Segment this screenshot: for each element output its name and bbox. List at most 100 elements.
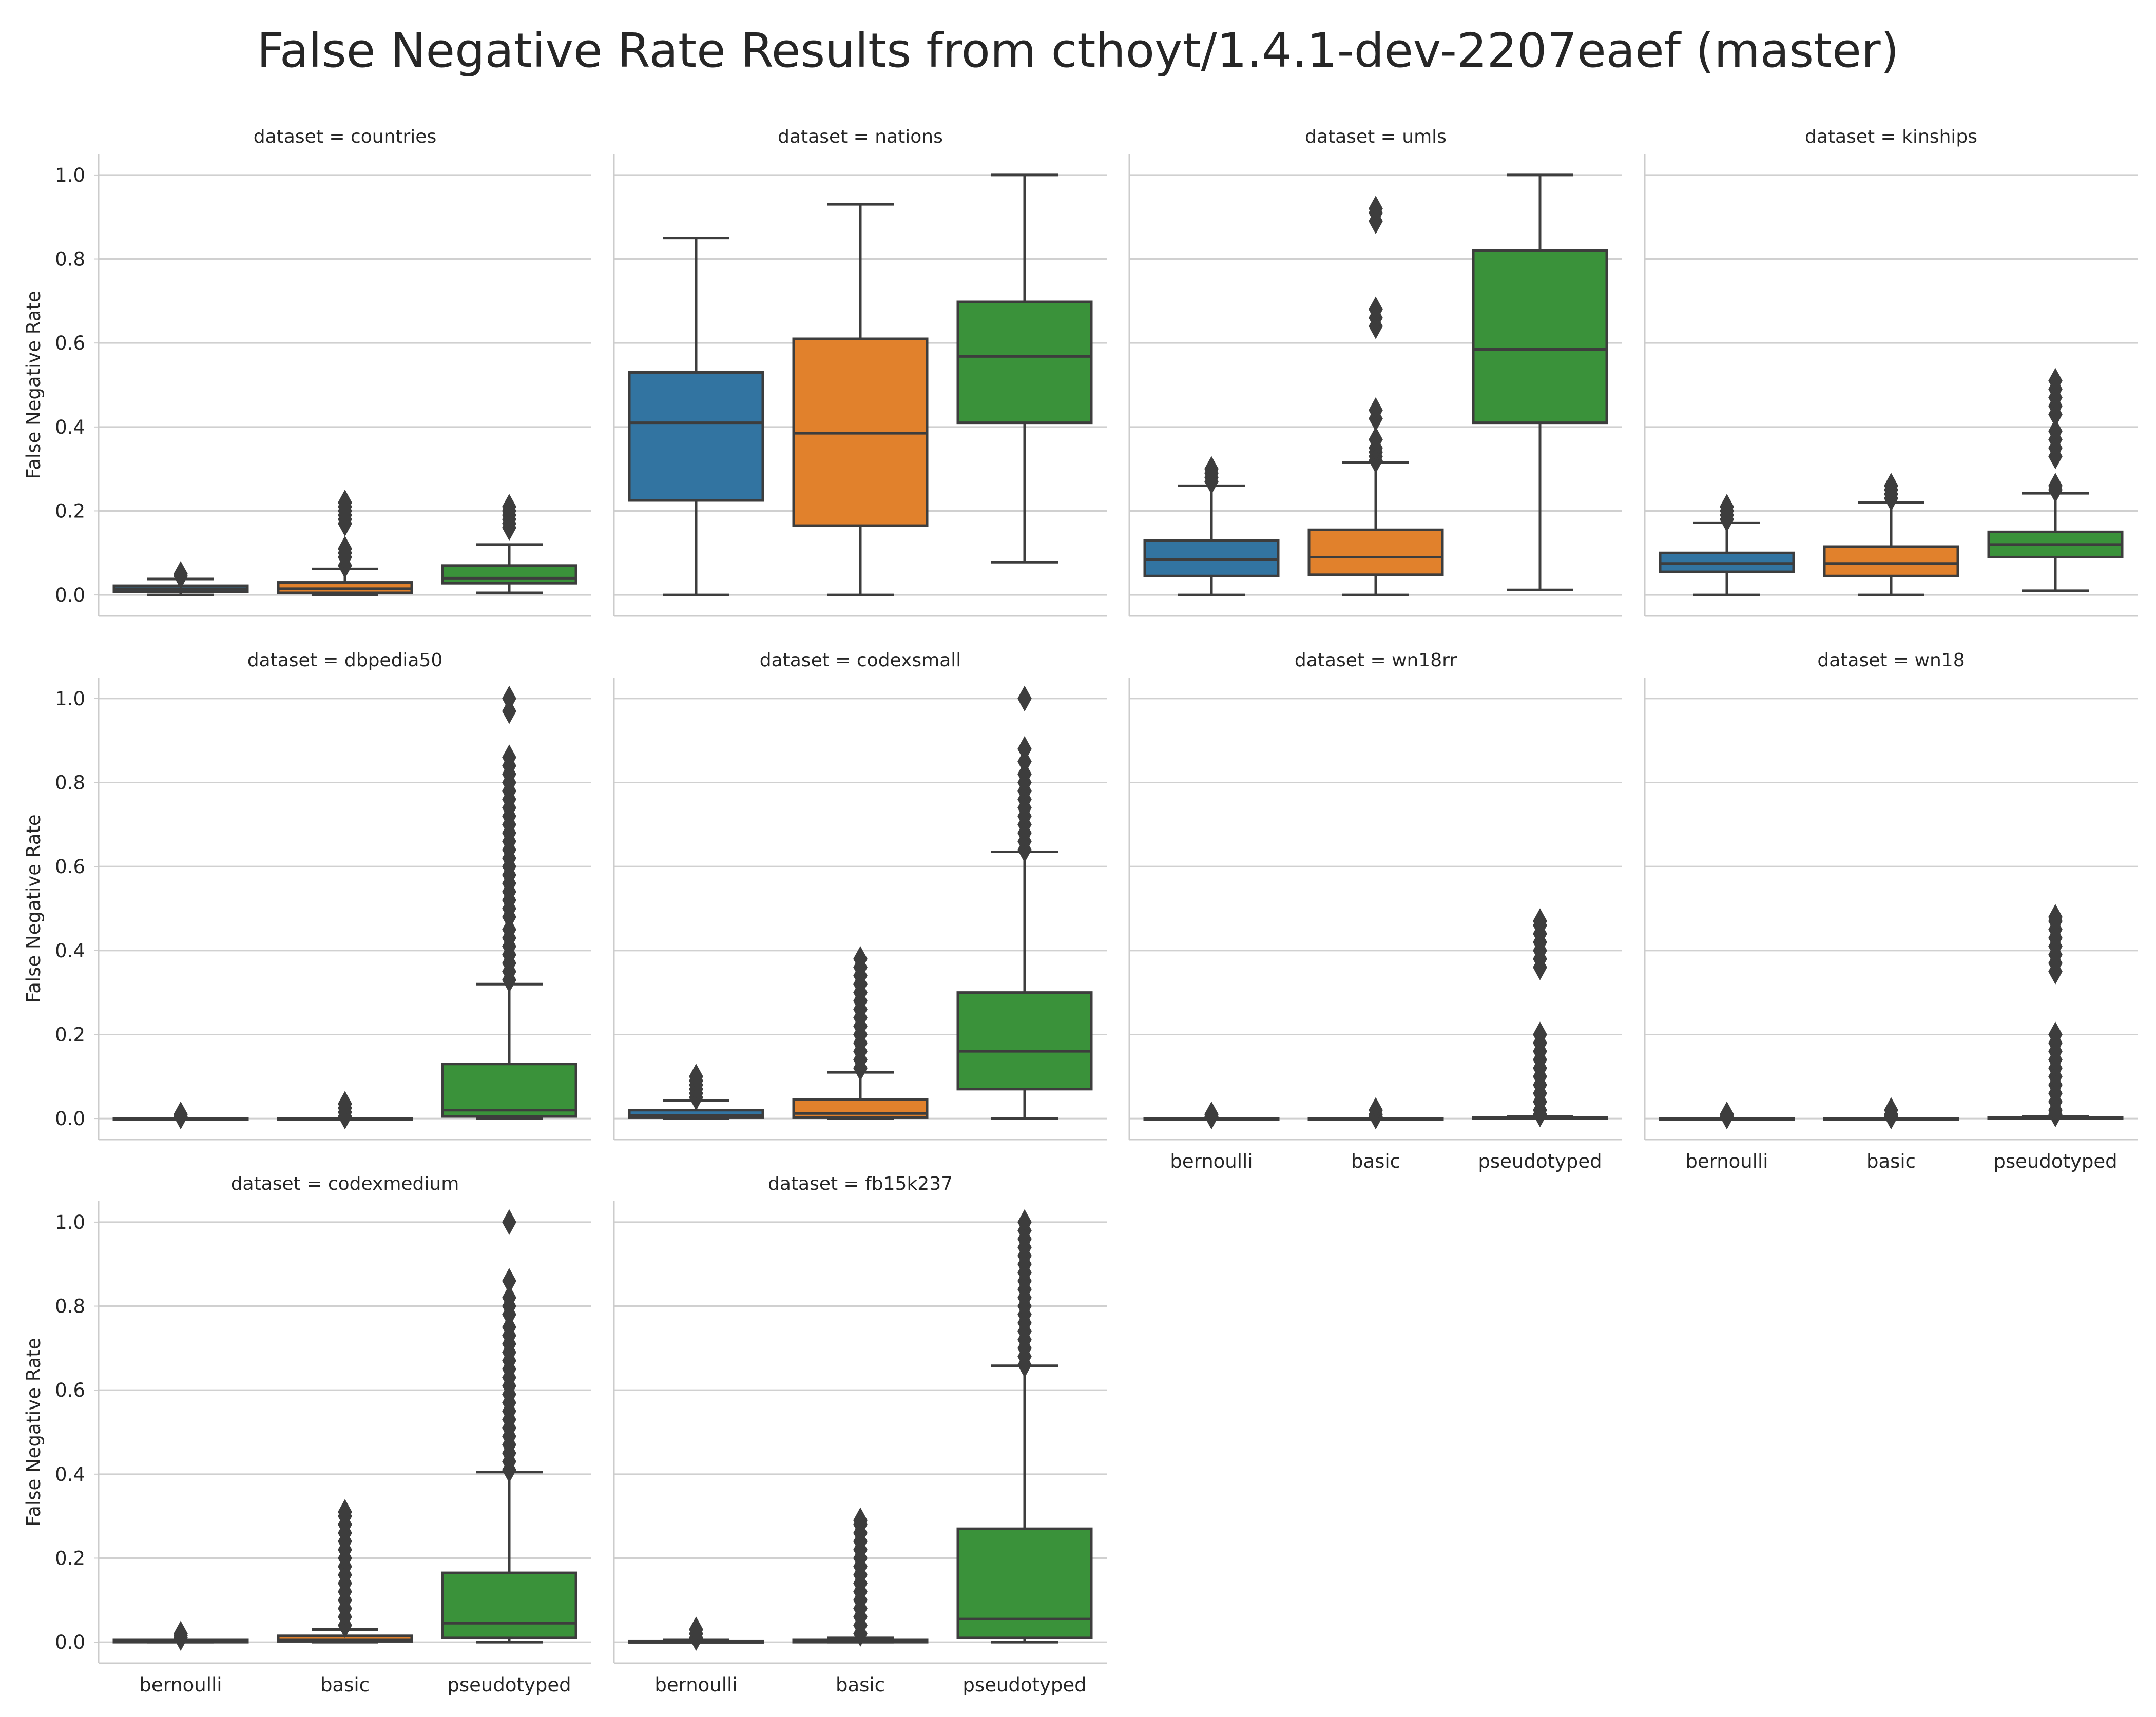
box-bernoulli (628, 1616, 764, 1651)
box-pseudotyped (1472, 173, 1608, 591)
panel-title: dataset = codexmedium (231, 1173, 459, 1194)
outlier-point (1533, 908, 1547, 934)
iqr-box (792, 1098, 929, 1119)
panel-title: dataset = codexsmall (760, 650, 961, 671)
outlier-point (338, 1091, 352, 1117)
panel-kinships: dataset = kinships (1644, 126, 2138, 617)
outlier-point (689, 1064, 703, 1090)
x-tick-label: bernoulli (139, 1674, 222, 1696)
panel-wn18rr: dataset = wn18rr bernoulli basic pseudotype… (1128, 650, 1622, 1172)
y-tick-label: 0.2 (55, 500, 85, 522)
box-pseudotyped (1987, 368, 2124, 592)
panel-title: dataset = kinships (1805, 126, 1977, 147)
outlier-point (1884, 473, 1898, 499)
outlier-point (1204, 456, 1219, 482)
y-tick-label: 0.2 (55, 1024, 85, 1046)
panel-codexsmall: dataset = codexsmall (613, 650, 1107, 1141)
facet-grid: dataset = countries 0.0 0.2 0.4 0.6 0.8 1.0 Fal… (23, 126, 2138, 1696)
box-basic (792, 1507, 929, 1647)
box-bernoulli (112, 1620, 249, 1651)
outlier-point (2048, 473, 2063, 499)
outlier-point (1884, 1097, 1898, 1123)
y-tick-label: 0.8 (55, 1296, 85, 1318)
box-pseudotyped (441, 494, 578, 594)
outlier-point (1369, 1097, 1383, 1123)
box-basic (1823, 1097, 1959, 1130)
x-tick-label: bernoulli (1685, 1150, 1768, 1172)
outlier-point (2048, 904, 2063, 930)
box-pseudotyped (956, 1209, 1093, 1644)
box-basic (1307, 196, 1444, 596)
box-bernoulli (112, 1101, 249, 1130)
panel-title: dataset = nations (778, 126, 943, 147)
y-tick-label: 1.0 (55, 1211, 85, 1233)
y-tick-label: 0.2 (55, 1547, 85, 1569)
y-tick-label: 0.0 (55, 1108, 85, 1130)
outlier-point (338, 489, 352, 516)
x-tick-label: bernoulli (654, 1674, 737, 1696)
panel-umls: dataset = umls (1128, 126, 1622, 617)
iqr-box (956, 300, 1093, 425)
outlier-point (1369, 427, 1383, 453)
box-bernoulli (628, 1064, 764, 1120)
outlier-point (502, 1209, 516, 1236)
outlier-point (1017, 685, 1032, 712)
iqr-box (1472, 249, 1608, 425)
box-pseudotyped (441, 685, 578, 1120)
outlier-point (1204, 1101, 1219, 1128)
x-tick-label: pseudotyped (1993, 1150, 2117, 1172)
outlier-point (502, 685, 516, 712)
y-tick-label: 0.0 (55, 1631, 85, 1653)
y-tick-label: 0.8 (55, 248, 85, 271)
outlier-point (502, 494, 516, 520)
box-bernoulli (1143, 456, 1280, 596)
box-basic (277, 489, 413, 596)
y-tick-label: 0.6 (55, 856, 85, 878)
box-pseudotyped (441, 1209, 578, 1644)
x-tick-label: bernoulli (1170, 1150, 1253, 1172)
iqr-box (441, 564, 578, 585)
outlier-point (853, 946, 868, 972)
outlier-point (1369, 296, 1383, 322)
outlier-point (174, 1101, 188, 1128)
x-tick-label: pseudotyped (447, 1674, 571, 1696)
x-tick-label: basic (1351, 1150, 1400, 1172)
box-basic (1823, 473, 1959, 596)
panel-title: dataset = fb15k237 (768, 1173, 953, 1194)
chart-title: False Negative Rate Results from cthoyt/… (257, 23, 1899, 78)
y-tick-label: 1.0 (55, 688, 85, 710)
x-tick-label: pseudotyped (1478, 1150, 1602, 1172)
outlier-point (502, 1284, 516, 1311)
y-tick-label: 0.8 (55, 772, 85, 794)
outlier-point (174, 561, 188, 587)
iqr-box (441, 1571, 578, 1639)
outlier-point (174, 1620, 188, 1647)
box-pseudotyped (1987, 904, 2124, 1128)
y-tick-label: 0.4 (55, 940, 85, 962)
y-axis-label: False Negative Rate (23, 1338, 45, 1526)
box-pseudotyped (956, 685, 1093, 1120)
box-basic (792, 946, 929, 1120)
iqr-box (956, 991, 1093, 1091)
x-tick-label: pseudotyped (962, 1674, 1086, 1696)
panel-codexmedium: dataset = codexmedium 0.0 0.2 0.4 0.6 0.8 1.0 F… (23, 1173, 591, 1696)
box-basic (277, 1091, 413, 1130)
y-tick-label: 0.6 (55, 1379, 85, 1401)
panel-wn18: dataset = wn18 bernoulli basic pseudotyped (1644, 650, 2138, 1172)
box-bernoulli (1659, 1101, 1795, 1130)
outlier-point (2048, 1021, 2063, 1048)
outlier-point (1017, 1209, 1032, 1236)
y-tick-label: 1.0 (55, 164, 85, 186)
iqr-box (1823, 545, 1959, 577)
outlier-point (689, 1616, 703, 1643)
iqr-box (1307, 528, 1444, 576)
box-bernoulli (1143, 1101, 1280, 1130)
y-tick-label: 0.4 (55, 1463, 85, 1486)
outlier-point (502, 1268, 516, 1294)
y-tick-label: 0.6 (55, 332, 85, 354)
y-tick-label: 0.4 (55, 416, 85, 438)
outlier-point (1720, 494, 1734, 520)
iqr-box (628, 371, 764, 502)
panel-dbpedia50: dataset = dbpedia50 0.0 0.2 0.4 0.6 0.8 1.0 Fal… (23, 650, 591, 1141)
